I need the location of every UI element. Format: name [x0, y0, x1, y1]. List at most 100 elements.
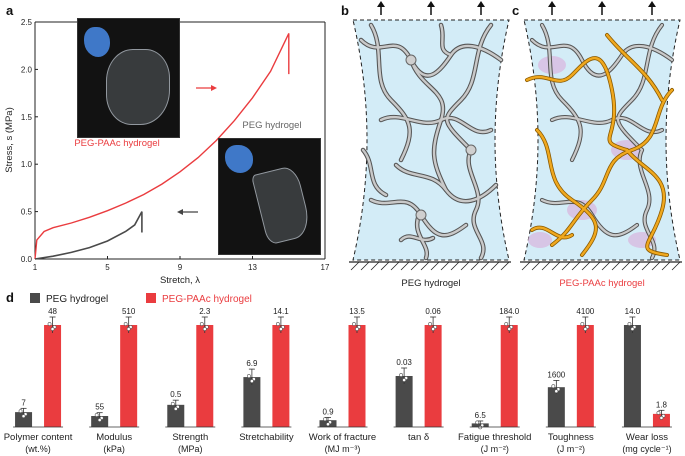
sample-point	[428, 322, 433, 326]
bar-value-label: 0.5	[170, 390, 182, 399]
pull-arrow-icon	[377, 1, 385, 15]
crosslink-node	[405, 54, 417, 66]
fixed-ground-hatch	[350, 261, 510, 271]
y-tick-label: 0.0	[21, 255, 33, 264]
sample-point	[504, 322, 509, 326]
y-tick-label: 1.5	[21, 113, 33, 122]
stress-stretch-chart: 0.0 0.5 1.0 1.5 2.0 2.5 1 5 9 13 17 Stress, s (MP…	[4, 18, 330, 286]
legend: PEG hydrogel PEG-PAAc hydrogel	[30, 293, 252, 305]
category-unit-label: (MPa)	[178, 444, 203, 454]
x-axis-label: Stretch, λ	[160, 275, 200, 286]
fixed-ground-hatch	[521, 261, 681, 271]
glove-icon	[84, 27, 110, 57]
pegpaac-bar	[272, 325, 290, 427]
bar-value-label: 510	[122, 307, 136, 316]
bar-group: 6.5 184.0 Fatigue threshold(J m⁻²)	[458, 307, 531, 454]
sample-point	[431, 327, 436, 331]
sample-point	[583, 327, 588, 331]
category-label: Strength	[172, 432, 208, 443]
sample-point	[47, 322, 52, 326]
category-label: Stretchability	[239, 432, 294, 443]
peg-stress-curve	[34, 211, 143, 260]
sample-point	[554, 389, 559, 394]
y-tick-label: 2.0	[21, 65, 33, 74]
sample-point	[21, 414, 26, 419]
bar-group: 14.0 1.8 Wear loss(mg cycle⁻¹)	[621, 307, 672, 454]
pull-arrow-icon	[648, 1, 656, 15]
bar-group: 6.9 14.1 Stretchability	[239, 307, 294, 443]
pegpaac-bar	[652, 413, 670, 427]
panel-b-caption: PEG hydrogel	[401, 278, 460, 289]
arrow-right-icon	[196, 85, 217, 91]
sample-point	[123, 322, 128, 326]
sample-point	[94, 413, 99, 417]
arrow-left-icon	[177, 209, 198, 215]
pull-arrows	[548, 1, 656, 15]
category-label: Toughness	[548, 432, 594, 443]
bar-value-label: 1.8	[656, 400, 668, 409]
peg-bar	[243, 377, 261, 427]
bar-group: 0.03 0.06 tan δ	[393, 307, 444, 443]
pull-arrow-icon	[477, 1, 485, 15]
pegpaac-hydrogel-photo	[77, 18, 180, 138]
sample-point	[352, 322, 356, 326]
y-tick-label: 1.0	[21, 160, 33, 169]
category-unit-label: (MJ m⁻³)	[325, 444, 361, 454]
bar-value-label: 48	[48, 307, 57, 316]
bar-group: 1600 4100 Toughness(J m⁻²)	[545, 307, 596, 454]
legend-label-pegpaac: PEG-PAAc hydrogel	[162, 294, 252, 305]
paac-polymer-chains-highlight	[525, 33, 674, 257]
x-tick-label: 1	[33, 263, 38, 272]
pegpaac-bar	[120, 325, 138, 427]
bar-value-label: 0.03	[396, 358, 412, 367]
sample-point	[399, 373, 404, 377]
pegpaac-bar	[424, 325, 442, 427]
bar-group: 7 48 Polymer content(wt.%)	[4, 307, 73, 454]
category-label: Work of fracture	[309, 432, 376, 443]
y-axis-label: Stress, s (MPa)	[4, 107, 15, 172]
bar-group: 0.5 2.3 Strength(MPa)	[165, 307, 216, 454]
category-label: Fatigue threshold	[458, 432, 531, 443]
peg-hydrogel-photo	[218, 138, 321, 255]
sample-point	[18, 409, 23, 414]
peg-bar	[395, 376, 413, 427]
gel-body	[352, 19, 510, 261]
sample-point	[50, 327, 55, 331]
error-bar	[325, 416, 331, 424]
x-tick-label: 17	[321, 263, 330, 272]
panel-label-c: c	[512, 3, 520, 18]
category-label: tan δ	[408, 432, 429, 443]
sample-point	[275, 322, 280, 326]
sample-point	[507, 327, 512, 331]
pull-arrow-icon	[548, 1, 556, 15]
sample-point	[402, 378, 407, 382]
pegpaac-bar	[348, 325, 366, 427]
sample-point	[659, 415, 664, 420]
category-unit-label: (wt.%)	[25, 444, 51, 454]
bar-value-label: 2.3	[199, 307, 211, 316]
sample-point	[249, 379, 254, 383]
crosslink-node	[465, 144, 477, 156]
panel-label-d: d	[6, 290, 14, 305]
sample-point	[246, 374, 251, 378]
panel-label-a: a	[6, 3, 14, 18]
peg-curve-label: PEG hydrogel	[242, 120, 301, 131]
x-tick-label: 13	[248, 263, 257, 272]
peg-bar	[547, 387, 565, 427]
peg-polymer-chains-highlight	[359, 23, 503, 260]
crosslink-node	[415, 209, 427, 221]
pegpaac-network-schematic: PEG-PAAc hydrogel	[520, 1, 682, 289]
property-comparison-chart: PEG hydrogel PEG-PAAc hydrogel 7 48 Polyme…	[4, 293, 672, 454]
sample-point	[170, 401, 175, 406]
bar-value-label: 7	[21, 398, 26, 407]
pegpaac-bar	[196, 325, 214, 427]
sample-point	[126, 327, 131, 331]
pull-arrows	[377, 1, 485, 15]
sample-point	[97, 418, 102, 422]
pull-arrow-icon	[598, 1, 606, 15]
pegpaac-bar	[44, 325, 62, 427]
sample-point	[173, 406, 178, 411]
y-tick-label: 0.5	[21, 208, 33, 217]
legend-swatch-peg	[30, 293, 40, 303]
y-tick-label: 2.5	[21, 18, 33, 27]
